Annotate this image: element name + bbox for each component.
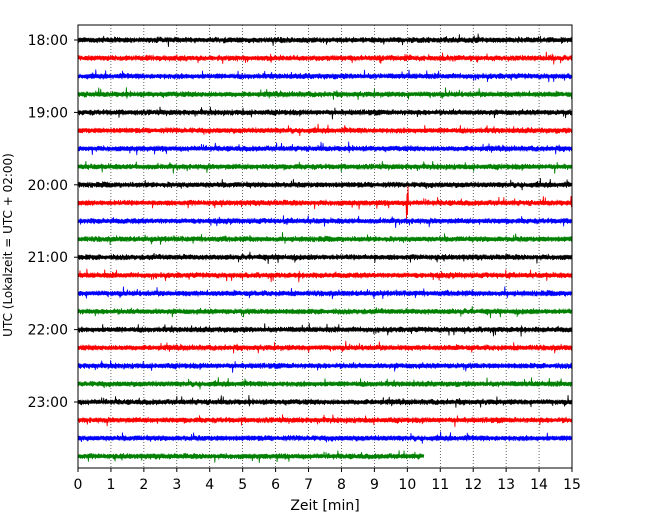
x-tick-label: 13	[497, 477, 515, 493]
trace-2030	[77, 215, 573, 228]
plot-frame	[77, 24, 573, 469]
trace-2000	[77, 178, 573, 191]
x-tick-label: 12	[464, 477, 482, 493]
trace-2200	[77, 323, 573, 337]
x-axis-title: Zeit [min]	[290, 498, 359, 514]
trace-2145	[77, 305, 573, 319]
y-tick-label: 22:00	[28, 323, 68, 339]
trace-1830	[77, 69, 573, 83]
x-tick-label: 14	[530, 477, 548, 493]
trace-2300	[77, 394, 573, 408]
trace-2115	[77, 268, 573, 283]
x-tick-label: 6	[271, 477, 280, 493]
grid-lines	[110, 25, 540, 468]
x-tick-label: 5	[238, 477, 247, 493]
y-tick-label: 19:00	[28, 105, 68, 121]
trace-2045	[77, 232, 573, 245]
trace-1815	[77, 51, 573, 65]
x-tick-label: 8	[337, 477, 346, 493]
trace-2345	[77, 450, 425, 463]
x-tick-label: 7	[304, 477, 313, 493]
x-axis: 0 1 2 3 4 5 6 7 8 9 10 11 12 13 14 15	[74, 468, 581, 493]
trace-1915	[77, 123, 573, 137]
x-tick-label: 1	[106, 477, 115, 493]
x-tick-label: 0	[74, 477, 83, 493]
x-tick-label: 10	[398, 477, 416, 493]
trace-1800	[77, 33, 573, 48]
y-tick-label: 18:00	[28, 33, 68, 49]
trace-2215	[77, 340, 573, 354]
x-tick-label: 3	[172, 477, 181, 493]
x-tick-label: 9	[370, 477, 379, 493]
x-tick-label: 2	[139, 477, 148, 493]
trace-2015	[77, 185, 573, 220]
trace-2245	[77, 377, 573, 390]
x-tick-label: 11	[431, 477, 449, 493]
y-tick-label: 20:00	[28, 178, 68, 194]
trace-2130	[77, 286, 573, 300]
x-tick-label: 15	[563, 477, 581, 493]
y-tick-label: 21:00	[28, 250, 68, 266]
x-tick-label: 4	[205, 477, 214, 493]
trace-2100	[77, 251, 573, 264]
trace-1845	[77, 87, 573, 101]
y-tick-label: 23:00	[28, 395, 68, 411]
trace-2230	[77, 360, 573, 373]
y-axis-title: UTC (Lokalzeit = UTC + 02:00)	[1, 153, 15, 337]
trace-1900	[77, 106, 573, 120]
trace-2330	[77, 431, 573, 444]
seismic-traces	[77, 33, 573, 463]
y-axis: 18:00 19:00 20:00 21:00 22:00 23:00	[28, 33, 78, 411]
trace-1930	[77, 141, 573, 156]
trace-2315	[77, 414, 573, 428]
trace-1945	[77, 160, 573, 174]
